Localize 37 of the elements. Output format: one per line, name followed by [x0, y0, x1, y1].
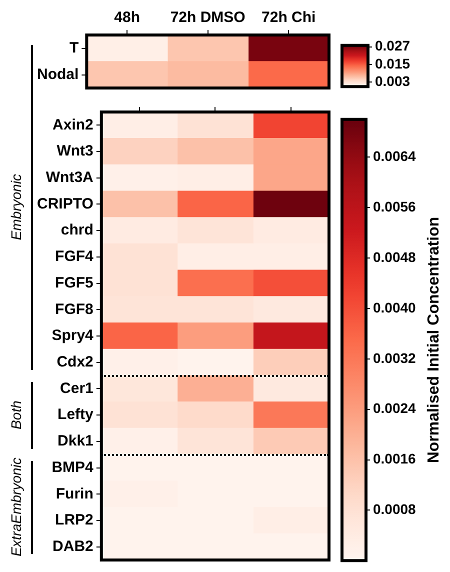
y-tick-label: Wnt3 [56, 142, 94, 160]
color-bar-label: 0.0032 [373, 350, 416, 366]
y-tick-label: FGF5 [55, 274, 94, 292]
color-bar-label: 0.0024 [373, 400, 416, 416]
y-tick-label: Axin2 [52, 116, 94, 134]
y-tick-label: FGF4 [55, 248, 94, 266]
color-bar-label: 0.0016 [373, 450, 416, 467]
y-tick-label: Dkk1 [58, 432, 94, 450]
color-bar-label: 0.003 [375, 73, 410, 90]
y-tick-label: chrd [60, 222, 94, 239]
text: Embryonic [8, 174, 24, 240]
y-tick-label: T [69, 39, 79, 56]
y-tick-label: Spry4 [52, 327, 94, 344]
y-tick-label: Lefty [58, 406, 94, 424]
y-tick-label: FGF8 [55, 300, 94, 318]
color-bar-label: 0.0064 [373, 148, 416, 164]
y-tick-label: Furin [56, 485, 94, 502]
x-tick-label: 72h Chi [262, 9, 316, 26]
x-tick-label: 48h [114, 9, 140, 26]
y-tick-label: CRIPTO [36, 195, 94, 212]
color-bar-label: 0.0048 [373, 248, 416, 265]
color-bar-label: 0.0056 [373, 198, 416, 214]
y-tick-label: BMP4 [52, 458, 94, 476]
text: ExtraEmbryonic [8, 458, 24, 557]
y-tick-label: Nodal [36, 66, 79, 83]
x-tick-label: 72h DMSO [170, 9, 246, 26]
color-bar-label: 0.0040 [373, 299, 416, 316]
y-tick-label: Cdx2 [56, 353, 94, 370]
y-tick-label: DAB2 [52, 538, 94, 555]
color-bar-title: Normalised Initial Concentration [425, 216, 442, 464]
color-bar-label: 0.0008 [373, 501, 416, 518]
color-bar-label: 0.027 [375, 38, 410, 54]
text: Both [8, 400, 24, 430]
y-tick-label: Cer1 [60, 380, 94, 397]
color-bar-label: 0.015 [375, 55, 410, 72]
y-tick-label: Wnt3A [46, 169, 94, 186]
y-tick-label: LRP2 [55, 512, 94, 529]
